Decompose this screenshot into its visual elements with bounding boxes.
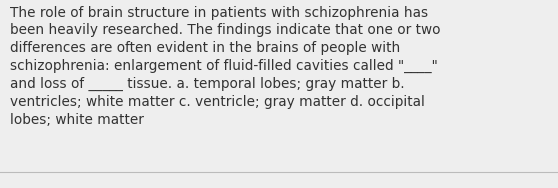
Text: The role of brain structure in patients with schizophrenia has
been heavily rese: The role of brain structure in patients … — [10, 6, 441, 127]
